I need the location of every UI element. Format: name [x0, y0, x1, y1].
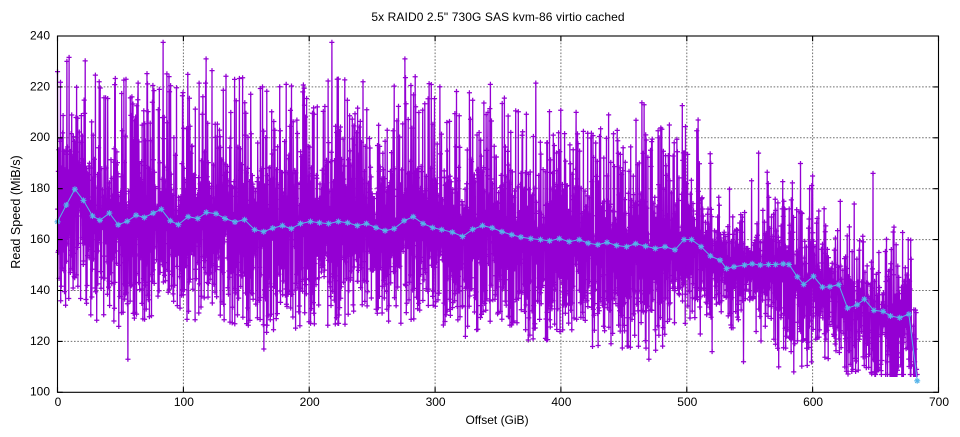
svg-text:120: 120 [30, 334, 50, 348]
svg-text:180: 180 [30, 181, 50, 195]
svg-text:140: 140 [30, 283, 50, 297]
svg-text:200: 200 [30, 130, 50, 144]
svg-text:100: 100 [30, 385, 50, 399]
svg-text:100: 100 [174, 395, 194, 409]
svg-text:Offset (GiB): Offset (GiB) [465, 413, 528, 427]
svg-text:400: 400 [551, 395, 571, 409]
svg-text:160: 160 [30, 232, 50, 246]
svg-text:500: 500 [677, 395, 697, 409]
svg-text:600: 600 [803, 395, 823, 409]
svg-text:200: 200 [300, 395, 320, 409]
svg-text:240: 240 [30, 28, 50, 42]
svg-text:700: 700 [929, 395, 949, 409]
svg-text:300: 300 [426, 395, 446, 409]
svg-text:5x RAID0 2.5" 730G SAS kvm-86: 5x RAID0 2.5" 730G SAS kvm-86 virtio cac… [371, 10, 624, 24]
svg-text:0: 0 [55, 395, 62, 409]
svg-text:220: 220 [30, 79, 50, 93]
svg-text:Read Speed (MiB/s): Read Speed (MiB/s) [9, 155, 23, 268]
